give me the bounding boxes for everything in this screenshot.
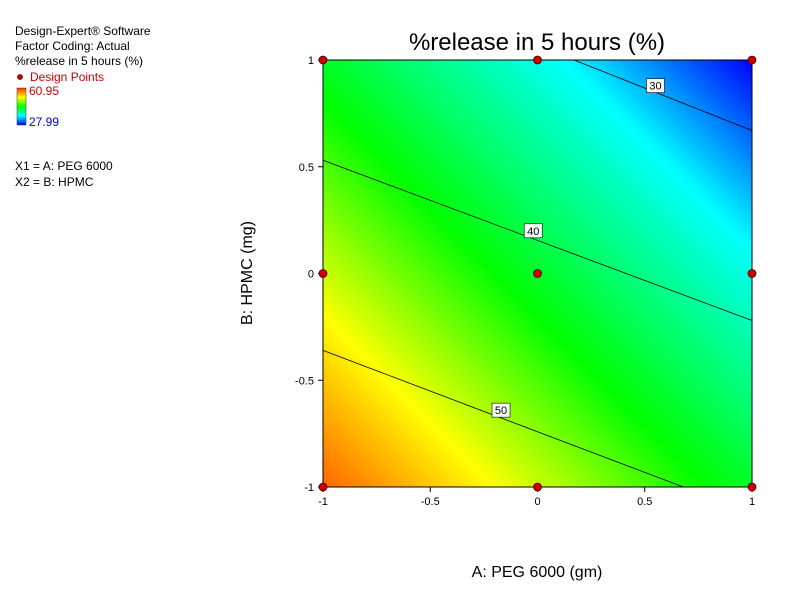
design-point — [318, 482, 328, 492]
x-tick-label: 1 — [749, 496, 755, 508]
design-point — [318, 55, 328, 65]
contour-line-40 — [322, 159, 753, 321]
design-point-legend-marker — [17, 74, 23, 80]
design-point — [533, 269, 542, 278]
color-scale-bar — [16, 87, 27, 126]
legend-min-value: 27.99 — [29, 115, 59, 129]
y-tick-label: 0 — [308, 269, 314, 281]
contour-line-30 — [573, 59, 753, 131]
contour-label-box-50 — [491, 402, 511, 418]
y-tick-label: -1 — [304, 482, 314, 494]
contour-layer: 30 40 50 — [322, 59, 753, 488]
design-point — [747, 55, 757, 65]
y-axis-label: B: HPMC (mg) — [239, 221, 256, 325]
design-point — [747, 269, 757, 278]
response-label: %release in 5 hours (%) — [15, 54, 143, 68]
x-tick-label: 0.5 — [637, 496, 652, 508]
contour-line-50 — [322, 350, 684, 488]
legend-max-value: 60.95 — [29, 84, 59, 98]
y-tick-label: 1 — [308, 55, 314, 67]
design-point — [533, 55, 542, 65]
x-tick-label: -1 — [318, 496, 328, 508]
x-tick-label: -0.5 — [421, 496, 440, 508]
x2-definition: X2 = B: HPMC — [15, 175, 94, 189]
contour-label-40: 40 — [527, 226, 539, 238]
contour-label-box-30 — [646, 78, 665, 93]
contour-label-50: 50 — [495, 405, 507, 417]
design-point — [747, 482, 757, 492]
design-point — [318, 269, 328, 278]
x1-definition: X1 = A: PEG 6000 — [15, 159, 113, 173]
y-tick-label: 0.5 — [299, 162, 314, 174]
y-tick-label: -0.5 — [295, 375, 314, 387]
design-points-layer — [318, 55, 757, 492]
software-label: Design-Expert® Software — [15, 24, 151, 38]
design-point — [533, 482, 542, 492]
contour-label-30: 30 — [649, 81, 661, 93]
factor-coding-label: Factor Coding: Actual — [15, 39, 130, 53]
design-points-legend-label: Design Points — [30, 70, 104, 84]
chart-title: %release in 5 hours (%) — [409, 29, 665, 56]
x-tick-label: 0 — [534, 496, 540, 508]
x-axis-label: A: PEG 6000 (gm) — [472, 564, 603, 581]
contour-label-box-40 — [523, 223, 543, 239]
